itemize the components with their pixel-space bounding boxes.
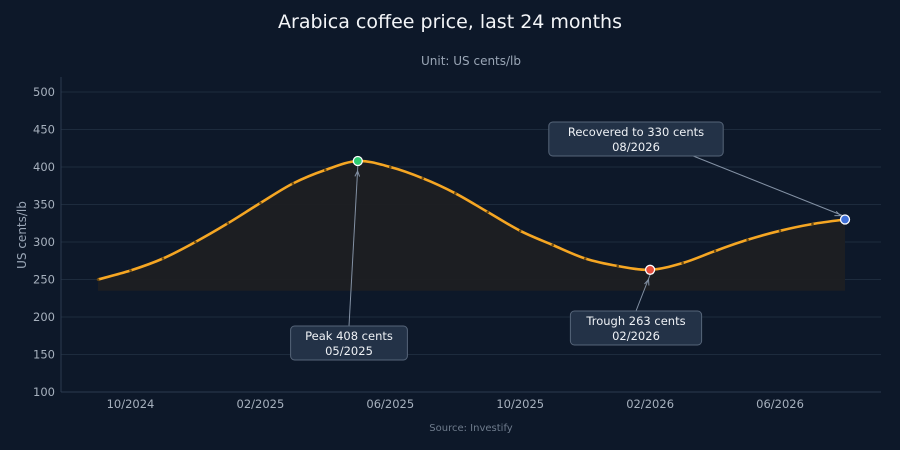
y-tick-label: 150	[33, 348, 55, 362]
data-point	[389, 165, 392, 169]
x-tick-label: 10/2024	[107, 397, 155, 411]
highlight-marker	[644, 264, 656, 275]
data-point	[324, 168, 327, 172]
series-line-path	[97, 159, 846, 281]
data-point	[583, 257, 587, 260]
data-point	[811, 222, 814, 226]
data-point	[746, 238, 749, 242]
data-point	[161, 257, 165, 260]
chart-subtitle: Unit: US cents/lb	[421, 54, 521, 68]
x-axis-ticks: 10/2024 02/2025 06/2025 10/2025 02/2026 06/20…	[107, 397, 804, 411]
y-tick-label: 200	[33, 310, 55, 324]
annotation-sublabel: 02/2026	[612, 329, 660, 343]
area-path	[98, 160, 845, 291]
y-tick-label: 500	[33, 85, 55, 99]
markers	[352, 155, 851, 275]
annotation-label: Trough 263 cents	[585, 314, 685, 328]
data-point	[551, 243, 554, 247]
annotation-box	[569, 310, 703, 346]
x-tick-label: 06/2026	[756, 397, 804, 411]
y-tick-label: 250	[33, 273, 55, 287]
x-tick-label: 06/2025	[366, 397, 414, 411]
annotation-box	[290, 325, 408, 361]
data-point	[616, 264, 619, 268]
area-fill	[98, 160, 845, 291]
annotation-box	[548, 121, 724, 157]
y-axis-title: US cents/lb	[15, 201, 29, 269]
data-point	[454, 192, 457, 195]
data-point	[778, 229, 782, 233]
annotation-sublabel: 08/2026	[612, 140, 660, 154]
y-tick-label: 350	[33, 198, 55, 212]
data-point	[291, 182, 295, 185]
highlight-marker	[352, 155, 363, 167]
series-line	[96, 159, 847, 281]
y-tick-label: 400	[33, 160, 55, 174]
annotation-arrowhead	[354, 169, 361, 177]
annotation-label: Recovered to 330 cents	[568, 125, 704, 139]
highlight-marker	[839, 214, 851, 225]
data-point	[194, 240, 197, 244]
data-point	[713, 249, 717, 253]
data-point	[518, 229, 522, 233]
data-point	[129, 269, 132, 272]
annotation-arrow	[348, 165, 359, 327]
y-axis-ticks: 100 150 200 250 300 350 400 450 500	[33, 85, 55, 399]
x-tick-label: 02/2026	[626, 397, 674, 411]
annotation-arrow	[693, 155, 846, 217]
x-tick-label: 10/2025	[496, 397, 544, 411]
chart-title: Arabica coffee price, last 24 months	[278, 11, 622, 33]
data-point	[681, 261, 684, 265]
source-note: Source: Investify	[429, 423, 513, 434]
annotation-sublabel: 05/2025	[325, 344, 373, 358]
annotation-arrowhead	[644, 278, 650, 286]
data-point	[421, 177, 425, 180]
y-tick-label: 100	[33, 385, 55, 399]
data-point	[259, 201, 262, 205]
x-tick-label: 02/2025	[237, 397, 285, 411]
y-tick-label: 450	[33, 123, 55, 137]
annotation-label: Peak 408 cents	[305, 329, 393, 343]
y-tick-label: 300	[33, 235, 55, 249]
data-point	[486, 210, 490, 214]
annotation-arrowhead	[834, 210, 842, 217]
data-point	[226, 222, 230, 225]
data-point	[96, 278, 100, 281]
